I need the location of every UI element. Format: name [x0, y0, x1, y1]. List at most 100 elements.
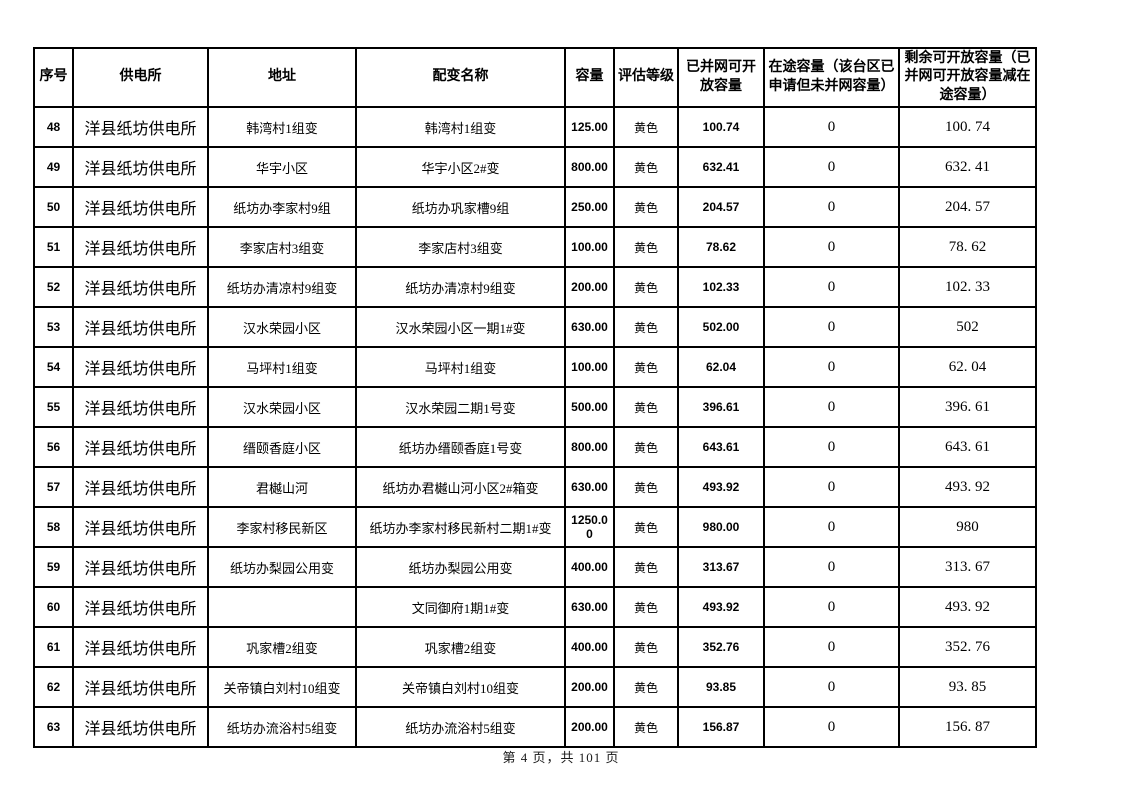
cell-capacity: 630.00: [564, 466, 615, 508]
cell-grid-open-capacity: 78.62: [677, 226, 765, 268]
header-remaining-capacity: 剩余可开放容量（已并网可开放容量减在途容量）: [898, 47, 1037, 108]
cell-capacity: 1250.00: [564, 506, 615, 548]
cell-address: 纸坊办梨园公用变: [207, 546, 357, 588]
cell-station: 洋县纸坊供电所: [72, 586, 209, 628]
cell-rating: 黄色: [613, 466, 679, 508]
cell-serial: 49: [33, 146, 74, 188]
table-body: 48 洋县纸坊供电所 韩湾村1组变 韩湾村1组变 125.00 黄色 100.74 0 100.…: [33, 106, 1037, 748]
cell-grid-open-capacity: 493.92: [677, 466, 765, 508]
cell-serial: 59: [33, 546, 74, 588]
cell-station: 洋县纸坊供电所: [72, 506, 209, 548]
table-row: 55 洋县纸坊供电所 汉水荣园小区 汉水荣园二期1号变 500.00 黄色 396.61 0 3…: [33, 386, 1037, 428]
cell-rating: 黄色: [613, 306, 679, 348]
cell-address: 李家店村3组变: [207, 226, 357, 268]
cell-rating: 黄色: [613, 346, 679, 388]
cell-remaining-capacity: 156. 87: [898, 706, 1037, 748]
cell-in-transit-capacity: 0: [763, 586, 900, 628]
cell-grid-open-capacity: 102.33: [677, 266, 765, 308]
table-row: 49 洋县纸坊供电所 华宇小区 华宇小区2#变 800.00 黄色 632.41 0 632. …: [33, 146, 1037, 188]
cell-grid-open-capacity: 980.00: [677, 506, 765, 548]
cell-remaining-capacity: 78. 62: [898, 226, 1037, 268]
cell-remaining-capacity: 352. 76: [898, 626, 1037, 668]
cell-serial: 60: [33, 586, 74, 628]
table-row: 59 洋县纸坊供电所 纸坊办梨园公用变 纸坊办梨园公用变 400.00 黄色 313.67 0…: [33, 546, 1037, 588]
cell-grid-open-capacity: 396.61: [677, 386, 765, 428]
cell-station: 洋县纸坊供电所: [72, 186, 209, 228]
table-header-row: 序号 供电所 地址 配变名称 容量 评估等级 已并网可开放容量 在途容量（该台区已申请但未并网…: [33, 47, 1037, 108]
cell-grid-open-capacity: 156.87: [677, 706, 765, 748]
cell-rating: 黄色: [613, 626, 679, 668]
header-transformer-name: 配变名称: [355, 47, 566, 108]
cell-address: 纸坊办清凉村9组变: [207, 266, 357, 308]
table-row: 58 洋县纸坊供电所 李家村移民新区 纸坊办李家村移民新村二期1#变 1250.00 黄色…: [33, 506, 1037, 548]
cell-station: 洋县纸坊供电所: [72, 706, 209, 748]
cell-address: 汉水荣园小区: [207, 306, 357, 348]
cell-transformer-name: 纸坊办梨园公用变: [355, 546, 566, 588]
cell-rating: 黄色: [613, 106, 679, 148]
cell-address: 纸坊办李家村9组: [207, 186, 357, 228]
cell-capacity: 250.00: [564, 186, 615, 228]
cell-grid-open-capacity: 100.74: [677, 106, 765, 148]
table-row: 50 洋县纸坊供电所 纸坊办李家村9组 纸坊办巩家槽9组 250.00 黄色 204.57 0…: [33, 186, 1037, 228]
cell-transformer-name: 李家店村3组变: [355, 226, 566, 268]
cell-capacity: 100.00: [564, 226, 615, 268]
cell-station: 洋县纸坊供电所: [72, 146, 209, 188]
cell-rating: 黄色: [613, 186, 679, 228]
table-header: 序号 供电所 地址 配变名称 容量 评估等级 已并网可开放容量 在途容量（该台区已申请但未并网…: [33, 47, 1037, 108]
cell-grid-open-capacity: 632.41: [677, 146, 765, 188]
table-row: 48 洋县纸坊供电所 韩湾村1组变 韩湾村1组变 125.00 黄色 100.74 0 100.…: [33, 106, 1037, 148]
cell-in-transit-capacity: 0: [763, 386, 900, 428]
header-grid-open-capacity: 已并网可开放容量: [677, 47, 765, 108]
cell-in-transit-capacity: 0: [763, 226, 900, 268]
cell-address: 君樾山河: [207, 466, 357, 508]
cell-remaining-capacity: 93. 85: [898, 666, 1037, 708]
cell-address: 韩湾村1组变: [207, 106, 357, 148]
cell-rating: 黄色: [613, 546, 679, 588]
cell-capacity: 125.00: [564, 106, 615, 148]
cell-grid-open-capacity: 493.92: [677, 586, 765, 628]
cell-address: 关帝镇白刘村10组变: [207, 666, 357, 708]
cell-transformer-name: 纸坊办君樾山河小区2#箱变: [355, 466, 566, 508]
cell-serial: 57: [33, 466, 74, 508]
cell-remaining-capacity: 493. 92: [898, 466, 1037, 508]
cell-in-transit-capacity: 0: [763, 346, 900, 388]
cell-serial: 52: [33, 266, 74, 308]
cell-address: 巩家槽2组变: [207, 626, 357, 668]
cell-remaining-capacity: 102. 33: [898, 266, 1037, 308]
header-in-transit-capacity: 在途容量（该台区已申请但未并网容量）: [763, 47, 900, 108]
cell-serial: 53: [33, 306, 74, 348]
cell-remaining-capacity: 100. 74: [898, 106, 1037, 148]
cell-in-transit-capacity: 0: [763, 546, 900, 588]
cell-capacity: 630.00: [564, 306, 615, 348]
cell-grid-open-capacity: 643.61: [677, 426, 765, 468]
cell-capacity: 630.00: [564, 586, 615, 628]
cell-grid-open-capacity: 352.76: [677, 626, 765, 668]
cell-capacity: 400.00: [564, 546, 615, 588]
cell-transformer-name: 汉水荣园小区一期1#变: [355, 306, 566, 348]
cell-address: 缙颐香庭小区: [207, 426, 357, 468]
cell-serial: 61: [33, 626, 74, 668]
table-row: 63 洋县纸坊供电所 纸坊办流浴村5组变 纸坊办流浴村5组变 200.00 黄色 156.8…: [33, 706, 1037, 748]
cell-serial: 58: [33, 506, 74, 548]
cell-transformer-name: 韩湾村1组变: [355, 106, 566, 148]
page-number-footer: 第 4 页，共 101 页: [502, 750, 620, 765]
cell-serial: 54: [33, 346, 74, 388]
cell-serial: 48: [33, 106, 74, 148]
cell-address: 李家村移民新区: [207, 506, 357, 548]
cell-in-transit-capacity: 0: [763, 666, 900, 708]
cell-in-transit-capacity: 0: [763, 186, 900, 228]
cell-serial: 50: [33, 186, 74, 228]
cell-transformer-name: 纸坊办清凉村9组变: [355, 266, 566, 308]
cell-transformer-name: 文同御府1期1#变: [355, 586, 566, 628]
table-row: 62 洋县纸坊供电所 关帝镇白刘村10组变 关帝镇白刘村10组变 200.00 黄色 93.…: [33, 666, 1037, 708]
cell-capacity: 800.00: [564, 146, 615, 188]
table-row: 54 洋县纸坊供电所 马坪村1组变 马坪村1组变 100.00 黄色 62.04 0 62. 0…: [33, 346, 1037, 388]
cell-in-transit-capacity: 0: [763, 146, 900, 188]
cell-address: 汉水荣园小区: [207, 386, 357, 428]
cell-rating: 黄色: [613, 706, 679, 748]
cell-in-transit-capacity: 0: [763, 266, 900, 308]
cell-rating: 黄色: [613, 666, 679, 708]
table-row: 51 洋县纸坊供电所 李家店村3组变 李家店村3组变 100.00 黄色 78.62 0 78.…: [33, 226, 1037, 268]
cell-station: 洋县纸坊供电所: [72, 106, 209, 148]
